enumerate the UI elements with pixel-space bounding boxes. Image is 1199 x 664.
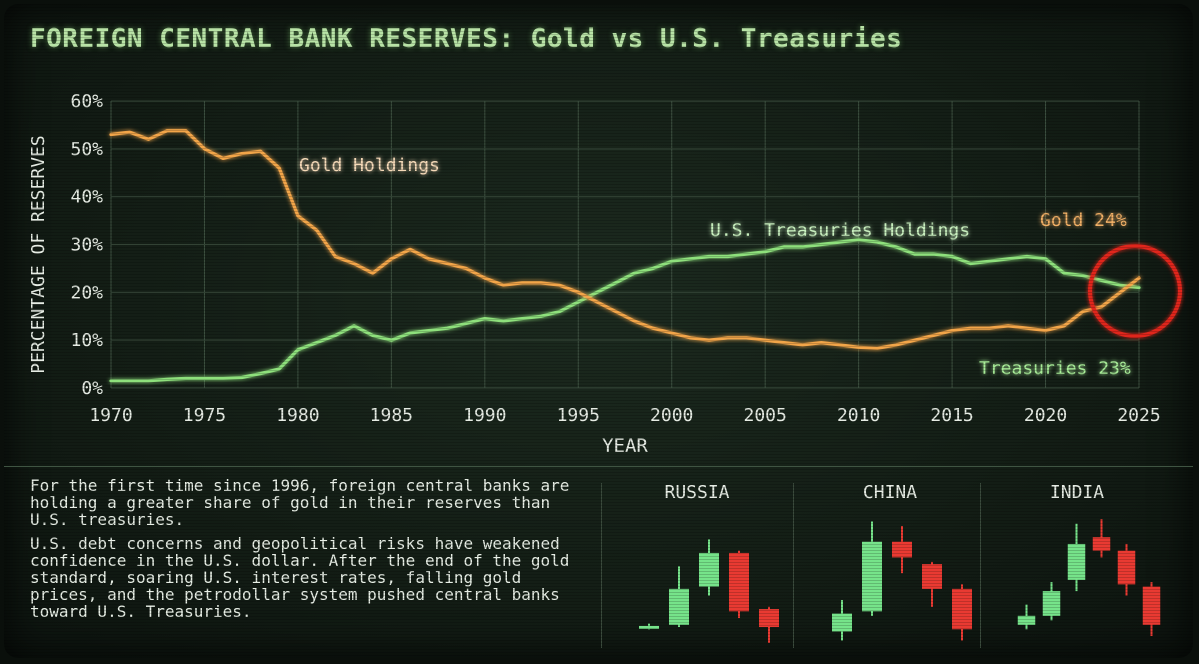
- candlestick: [1142, 582, 1161, 637]
- chart-axes: 1970 1975 1980 1985 1990 1995 2000 2005 2010 2015…: [28, 91, 1161, 457]
- x-tick-label-1995: 1995: [557, 405, 600, 426]
- y-tick-label-40: 40%: [70, 187, 103, 208]
- chart-title: FOREIGN CENTRAL BANK RESERVES: Gold vs U…: [30, 24, 903, 54]
- candle-body: [892, 541, 912, 558]
- candlestick: [1117, 543, 1136, 596]
- x-axis-label: YEAR: [602, 435, 648, 457]
- candle-body: [832, 613, 852, 632]
- candlestick: [1017, 604, 1036, 630]
- caption-text: For the first time since 1996, foreign c…: [30, 477, 595, 627]
- panel-separator: [601, 483, 602, 648]
- candlestick: [922, 561, 942, 607]
- candle-body: [759, 609, 779, 628]
- candle-body: [1017, 615, 1036, 625]
- candle-body: [669, 588, 689, 625]
- chart-annotations: Gold Holdings U.S. Treasuries Holdings Gol…: [299, 155, 1182, 379]
- x-tick-label-2025: 2025: [1117, 405, 1160, 426]
- y-axis-label: PERCENTAGE OF RESERVES: [28, 135, 49, 373]
- candle-body: [1067, 543, 1086, 580]
- candlestick: [952, 584, 972, 641]
- series-line-treasuries: [109, 238, 1141, 383]
- candlestick: [1042, 582, 1061, 621]
- candlestick: [639, 623, 659, 630]
- candle-body: [922, 564, 942, 589]
- series-line-gold: [109, 129, 1141, 350]
- candlestick: [862, 521, 882, 616]
- crossover-highlight-circle: [1088, 244, 1182, 338]
- y-tick-label-60: 60%: [70, 91, 103, 112]
- chart-grid: [110, 100, 1140, 389]
- y-tick-label-10: 10%: [70, 330, 103, 351]
- candle-body: [1142, 586, 1161, 625]
- x-tick-label-1985: 1985: [370, 405, 413, 426]
- candlestick: [759, 606, 779, 643]
- candlestick: [1092, 519, 1111, 558]
- section-divider: [4, 466, 1193, 467]
- candle-body: [729, 552, 749, 612]
- x-tick-label-2020: 2020: [1024, 405, 1067, 426]
- candlestick: [729, 550, 749, 619]
- x-tick-label-1975: 1975: [183, 405, 226, 426]
- candlestick-chart: [1017, 519, 1161, 637]
- candle-body: [862, 541, 882, 612]
- y-tick-label-20: 20%: [70, 282, 103, 303]
- candle-body: [699, 552, 719, 587]
- mini-chart-title: CHINA: [862, 482, 918, 503]
- mini-chart-china: CHINA: [797, 477, 983, 655]
- mini-chart-russia: RUSSIA: [604, 477, 790, 655]
- candlestick: [832, 600, 852, 641]
- country-candlestick-panels: RUSSIA CHINA INDIA: [601, 477, 1189, 657]
- x-tick-label-1980: 1980: [276, 405, 319, 426]
- x-tick-label-2010: 2010: [837, 405, 880, 426]
- x-tick-label-1970: 1970: [89, 405, 132, 426]
- panel-separator: [980, 483, 981, 648]
- mini-chart-title: RUSSIA: [664, 482, 730, 503]
- annotation-gold-holdings: Gold Holdings: [299, 155, 440, 176]
- candlestick: [669, 566, 689, 628]
- candlestick-chart: [639, 539, 779, 643]
- caption-paragraph-1: For the first time since 1996, foreign c…: [30, 476, 570, 529]
- mini-chart-india: INDIA: [984, 477, 1170, 655]
- line-chart: 1970 1975 1980 1985 1990 1995 2000 2005 2010 2015…: [28, 91, 1182, 457]
- caption-paragraph-2: U.S. debt concerns and geopolitical risk…: [30, 534, 570, 621]
- chart-series: [109, 129, 1141, 383]
- x-tick-label-2005: 2005: [744, 405, 787, 426]
- candle-body: [1092, 537, 1111, 551]
- x-tick-label-2015: 2015: [930, 405, 973, 426]
- annotation-treasuries-holdings: U.S. Treasuries Holdings: [710, 220, 970, 241]
- panel-separator: [793, 483, 794, 648]
- y-tick-label-50: 50%: [70, 139, 103, 160]
- annotation-gold-latest: Gold 24%: [1040, 210, 1127, 231]
- candlestick-chart: [832, 521, 972, 641]
- candlestick: [1067, 523, 1086, 592]
- candlestick: [892, 525, 912, 574]
- candle-body: [1042, 591, 1061, 616]
- y-tick-label-0: 0%: [81, 378, 103, 399]
- y-tick-label-30: 30%: [70, 235, 103, 256]
- crt-screen: FOREIGN CENTRAL BANK RESERVES: Gold vs U…: [4, 4, 1193, 658]
- mini-chart-title: INDIA: [1049, 482, 1105, 503]
- candle-body: [1117, 550, 1136, 585]
- candle-body: [639, 625, 659, 629]
- x-tick-label-2000: 2000: [650, 405, 693, 426]
- x-tick-label-1990: 1990: [463, 405, 506, 426]
- candlestick: [699, 539, 719, 596]
- annotation-treasuries-latest: Treasuries 23%: [979, 358, 1131, 379]
- candle-body: [952, 588, 972, 630]
